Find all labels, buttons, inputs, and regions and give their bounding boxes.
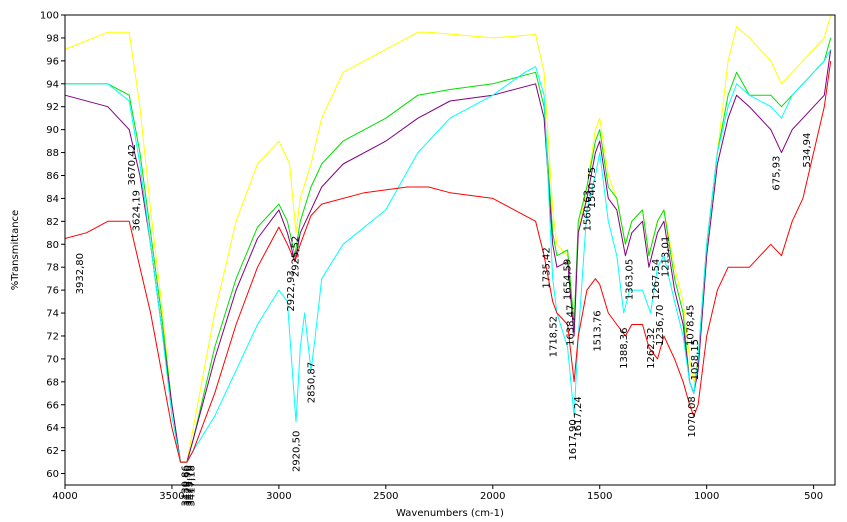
- x-tick-label: 2000: [480, 491, 505, 502]
- y-tick-label: 80: [46, 240, 59, 251]
- peak-label: 1078,45: [685, 305, 696, 346]
- peak-label: 1617,90: [568, 419, 579, 460]
- x-axis-title: Wavenumbers (cm-1): [396, 508, 504, 519]
- peak-label: 2925,52: [290, 236, 301, 277]
- y-tick-label: 92: [46, 102, 59, 113]
- peak-labels: 3932,80 3670,42 3624,19 3430,863428,903423,…: [75, 133, 813, 507]
- peak-label: 3932,80: [75, 253, 86, 294]
- y-tick-label: 84: [46, 194, 59, 205]
- plot-frame: [64, 14, 836, 486]
- y-tick-label: 78: [46, 263, 59, 274]
- peak-label: 2850,87: [306, 362, 317, 403]
- y-tick-label: 76: [46, 286, 59, 297]
- y-tick-label: 72: [46, 331, 59, 342]
- peak-label: 3430,86: [180, 465, 191, 506]
- peak-label: 1267,54: [651, 259, 662, 300]
- peak-label: 1262,32: [646, 328, 657, 369]
- y-tick-label: 98: [46, 33, 59, 44]
- peak-label: 1513,76: [592, 310, 603, 351]
- series-line-5: [64, 60, 832, 463]
- series-line-4: [65, 49, 832, 463]
- peak-label: 1560,63: [582, 190, 593, 231]
- peak-label: 675,93: [772, 156, 783, 191]
- y-tick-label: 88: [46, 148, 59, 159]
- peak-label: 1654,59: [562, 259, 573, 300]
- peak-label: 2922,93: [286, 270, 297, 311]
- peak-label: 1718,52: [549, 316, 560, 357]
- series-layer: [64, 14, 832, 463]
- x-tick-label: 3000: [266, 491, 291, 502]
- peak-label: 3417,18: [187, 465, 198, 506]
- x-tick-label: 1500: [587, 491, 612, 502]
- peak-label: 1236,70: [655, 305, 666, 346]
- peak-label: 3428,90: [182, 465, 193, 506]
- peak-label: 3624,19: [132, 190, 143, 231]
- peak-label: 1638,47: [565, 305, 576, 346]
- peak-label: 1540,75: [587, 167, 598, 208]
- y-tick-label: 90: [46, 125, 59, 136]
- axes: 4000 3500 3000 2500 2000 1500 1000 500 60 62 64 66 6…: [40, 11, 836, 502]
- peak-label: 1617,24: [573, 396, 584, 437]
- peak-label: 1388,36: [619, 328, 630, 369]
- x-tick-label: 2500: [373, 491, 398, 502]
- y-tick-label: 68: [46, 377, 59, 388]
- peak-label: 3423,76: [185, 465, 196, 506]
- peak-label: 1735,42: [542, 247, 553, 288]
- y-tick-label: 94: [46, 79, 59, 90]
- x-tick-label: 500: [804, 491, 823, 502]
- peak-label: 1213,01: [660, 236, 671, 277]
- y-tick-label: 62: [46, 446, 59, 457]
- y-tick-label: 60: [46, 469, 59, 480]
- peak-label: 534,94: [802, 133, 813, 168]
- y-tick-label: 96: [46, 56, 59, 67]
- peak-label: 1058,15: [690, 339, 701, 380]
- x-tick-label: 4000: [52, 491, 77, 502]
- y-tick-label: 100: [40, 11, 59, 22]
- peak-label: 3670,42: [127, 144, 138, 185]
- y-tick-label: 64: [46, 423, 59, 434]
- y-tick-label: 82: [46, 217, 59, 228]
- peak-label: 2920,50: [292, 431, 303, 472]
- peak-label: 1363,05: [625, 259, 636, 300]
- x-tick-label: 1000: [694, 491, 719, 502]
- peak-label: 1070,08: [687, 396, 698, 437]
- series-line-2: [65, 37, 832, 463]
- x-tick-label: 3500: [159, 491, 184, 502]
- series-line-3: [64, 49, 832, 463]
- y-tick-label: 74: [46, 309, 59, 320]
- series-line-1: [64, 14, 832, 463]
- y-tick-label: 70: [46, 354, 59, 365]
- y-axis-title: %Transmittance: [10, 210, 21, 290]
- y-tick-label: 86: [46, 171, 59, 182]
- y-tick-label: 66: [46, 400, 59, 411]
